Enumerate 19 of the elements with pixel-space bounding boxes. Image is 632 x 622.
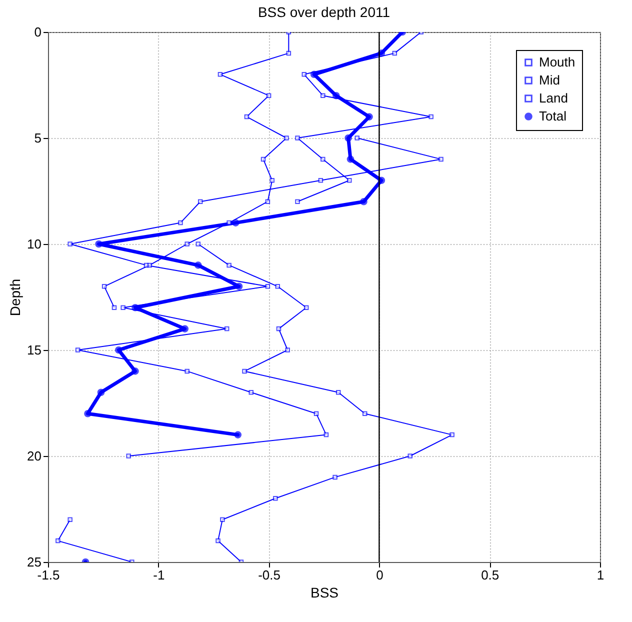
x-axis-title: BSS: [310, 584, 339, 600]
legend-label: Mouth: [539, 54, 576, 70]
x-tick-label: -1: [153, 568, 165, 582]
x-tick-label: 1: [596, 568, 604, 582]
y-tick-label: 10: [27, 236, 42, 252]
y-axis-title: Depth: [7, 278, 24, 316]
legend-label: Land: [539, 90, 568, 106]
legend-label: Total: [539, 108, 567, 124]
y-tick-label: 5: [34, 130, 42, 146]
y-tick-label: 25: [27, 554, 42, 570]
chart-title: BSS over depth 2011: [258, 4, 390, 20]
legend-label: Mid: [539, 72, 560, 88]
x-tick-label: 0.5: [481, 568, 500, 582]
y-tick-label: 20: [27, 448, 42, 464]
x-tick-label: -1.5: [37, 568, 60, 582]
y-tick-label: 0: [34, 24, 42, 40]
x-tick-label: -0.5: [258, 568, 281, 582]
y-tick-label: 15: [27, 342, 42, 358]
x-tick-label: 0: [376, 568, 384, 582]
